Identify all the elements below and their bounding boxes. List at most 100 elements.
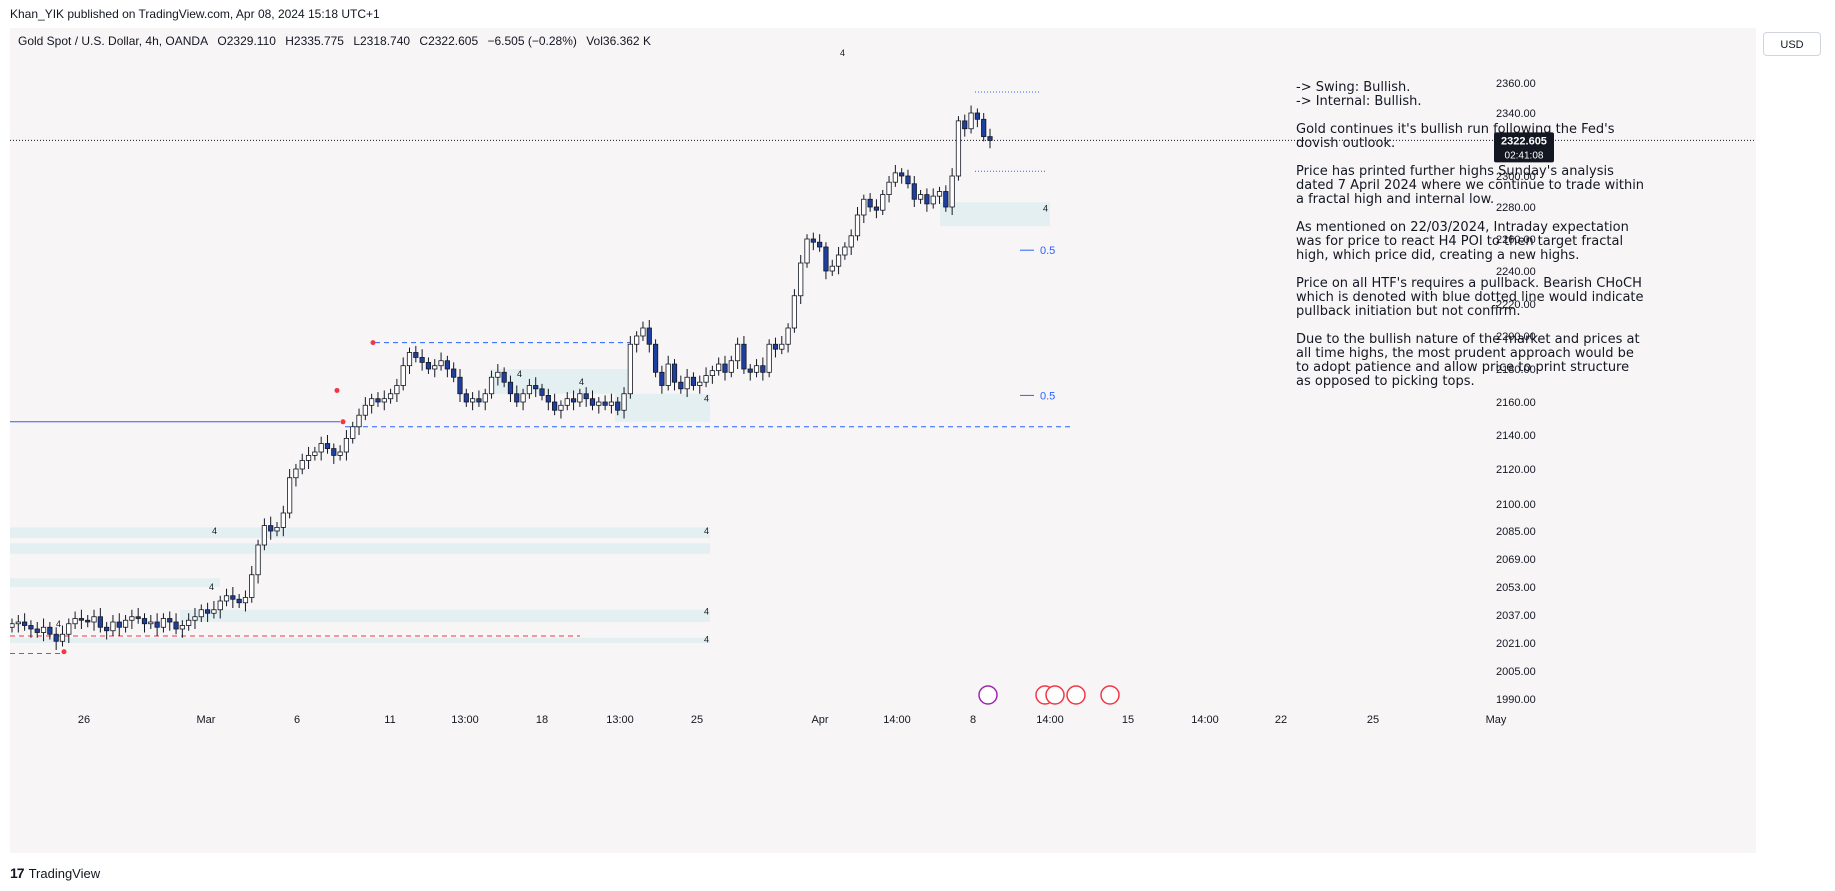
candle-body [280, 512, 286, 528]
candle-body [387, 393, 394, 400]
candle-body [97, 616, 103, 628]
candle-body [305, 454, 312, 461]
candle-body [791, 295, 798, 329]
footer-brand[interactable]: 17 TradingView [10, 865, 100, 881]
price-tick-label: 2340.00 [1496, 108, 1536, 120]
candle-body [406, 352, 413, 367]
currency-button[interactable]: USD [1763, 32, 1821, 56]
candle-body [766, 343, 772, 373]
zone-label: 4 [704, 607, 709, 617]
candle-body [274, 526, 280, 532]
time-tick-label: 6 [294, 714, 300, 726]
price-chart[interactable]: 0.50.5444444444442360.002340.002320.0023… [10, 28, 1756, 853]
candle-body [249, 574, 255, 598]
time-tick-label: 25 [691, 714, 703, 726]
candle-body [53, 633, 59, 642]
candle-body [924, 194, 930, 205]
analysis-internal: -> Internal: Bullish. [1296, 94, 1422, 109]
zone-label: 4 [579, 377, 584, 387]
candle-body [413, 352, 419, 358]
zone-label: 4 [212, 526, 217, 536]
candle-body [880, 194, 886, 211]
candle-body [324, 443, 331, 449]
time-tick-label: 26 [78, 714, 90, 726]
candle-body [186, 619, 192, 626]
published-text: Khan_YIK published on TradingView.com, A… [10, 7, 380, 21]
candle-body [444, 360, 450, 370]
price-tick-label: 2140.00 [1496, 430, 1536, 442]
price-tick-label: 2240.00 [1496, 266, 1536, 278]
candle-body [375, 398, 381, 403]
candle-body [154, 621, 160, 628]
time-tick-label: May [1486, 714, 1507, 726]
candle-body [204, 609, 211, 614]
us-flag-event-icon [1100, 685, 1120, 705]
candle-body [343, 437, 350, 453]
price-tag-box [1494, 132, 1554, 163]
analysis-paragraph-5: Due to the bullish nature of the market … [1296, 332, 1640, 389]
candle-body [400, 365, 406, 386]
legend-change: −6.505 (−0.28%) [487, 34, 577, 48]
price-tick-label: 2260.00 [1496, 234, 1536, 246]
candle-body [671, 363, 678, 383]
poi-zone [10, 637, 710, 643]
candle-body [40, 626, 47, 633]
candle-body [526, 385, 532, 395]
candle-body [899, 172, 905, 177]
candle-body [703, 375, 709, 383]
candle-body [514, 393, 520, 403]
candle-body [419, 357, 425, 363]
candle-body [217, 600, 223, 611]
time-tick-label: Mar [197, 714, 216, 726]
candle-body [760, 365, 766, 373]
price-tick-label: 1990.00 [1496, 694, 1536, 706]
price-tick-label: 2021.00 [1496, 638, 1536, 650]
candle-body [659, 371, 665, 386]
time-tick-label: 13:00 [606, 714, 634, 726]
candle-body [432, 365, 438, 370]
candle-body [110, 621, 116, 632]
swing-marker [340, 419, 346, 425]
candle-body [640, 327, 646, 337]
candle-body [198, 609, 204, 618]
candle-body [122, 619, 129, 628]
candle-body [451, 368, 457, 378]
candle-body [10, 623, 15, 628]
candle-body [482, 393, 488, 403]
candle-body [539, 388, 545, 396]
candle-body [697, 381, 703, 386]
price-tick-label: 2300.00 [1496, 171, 1536, 183]
candle-body [867, 198, 873, 208]
candle-body [85, 619, 91, 623]
time-tick-label: 11 [384, 714, 395, 726]
candle-body [394, 385, 400, 395]
candle-body [602, 401, 608, 406]
fib-label: 0.5 [1040, 390, 1055, 402]
candle-body [962, 120, 968, 130]
candle-body [350, 426, 356, 439]
poi-zone [940, 202, 1050, 227]
candle-body [261, 525, 267, 546]
legend-low: L2318.740 [353, 34, 411, 48]
candle-body [242, 597, 249, 604]
candle-body [141, 618, 148, 625]
price-tick-label: 2160.00 [1496, 397, 1536, 409]
candle-body [501, 371, 507, 383]
candle-body [772, 343, 779, 350]
candle-body [747, 368, 753, 373]
analysis-swing: -> Swing: Bullish. [1296, 80, 1411, 95]
time-tick-label: 15 [1122, 714, 1134, 726]
candle-body [753, 365, 760, 373]
candle-body [15, 621, 21, 625]
candle-body [911, 183, 917, 200]
us-flag-event-icon [1066, 685, 1086, 705]
candle-body [741, 343, 747, 370]
candle-body [331, 448, 337, 456]
candle-body [192, 616, 198, 621]
chart-area[interactable]: 0.50.5444444444442360.002340.002320.0023… [10, 28, 1756, 853]
candle-body [665, 363, 671, 386]
price-tick-label: 2180.00 [1496, 364, 1536, 376]
candle-body [678, 381, 684, 390]
price-tag-value: 2322.605 [1501, 135, 1547, 147]
zone-label: 4 [56, 619, 61, 629]
